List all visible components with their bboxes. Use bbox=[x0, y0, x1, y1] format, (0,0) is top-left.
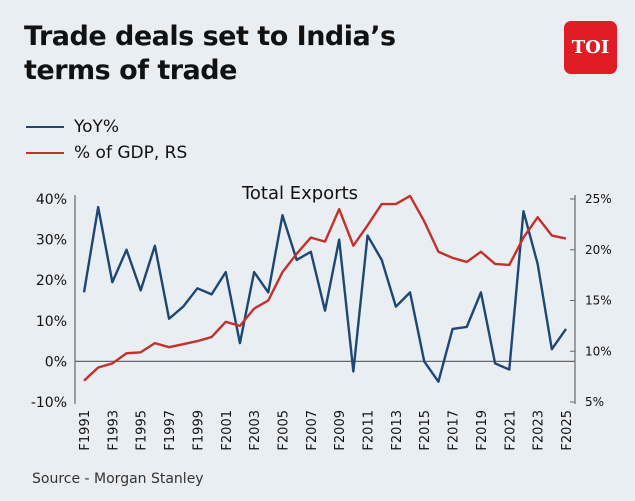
series-line-yoy bbox=[82, 205, 567, 383]
left-tick-label: 20% bbox=[36, 273, 67, 289]
x-tick-label: F2011 bbox=[362, 410, 377, 451]
chart-title: Total Exports bbox=[241, 183, 358, 204]
left-tick-label: 40% bbox=[36, 192, 67, 208]
x-tick-label: F1995 bbox=[135, 410, 150, 451]
x-tick-label: F2005 bbox=[276, 410, 291, 451]
toi-logo: TOI bbox=[564, 21, 617, 74]
x-tick-label: F1997 bbox=[163, 410, 178, 451]
page-title: Trade deals set to India’s terms of trad… bbox=[24, 21, 396, 86]
legend-item-yoy: YoY% bbox=[26, 117, 119, 137]
right-tick-label: 10% bbox=[585, 344, 612, 358]
x-tick-label: F2009 bbox=[333, 410, 348, 451]
left-tick-label: 10% bbox=[36, 314, 67, 330]
x-tick-label: F1993 bbox=[106, 410, 121, 451]
legend-item-gdp: % of GDP, RS bbox=[26, 143, 187, 163]
legend-swatch-yoy bbox=[26, 125, 64, 129]
x-tick-label: F2023 bbox=[532, 410, 547, 451]
x-tick-label: F2019 bbox=[475, 410, 490, 451]
source-note: Source - Morgan Stanley bbox=[32, 471, 204, 487]
x-tick-label: F2025 bbox=[560, 410, 575, 451]
x-tick-label: F2015 bbox=[418, 410, 433, 451]
right-tick-label: 5% bbox=[585, 395, 604, 409]
legend-swatch-gdp bbox=[26, 151, 64, 155]
left-tick-label: 0% bbox=[45, 354, 67, 370]
x-tick-label: F2001 bbox=[220, 410, 235, 451]
x-tick-label: F2021 bbox=[503, 410, 518, 451]
legend-label-yoy: YoY% bbox=[74, 117, 120, 137]
legend-label-gdp: % of GDP, RS bbox=[74, 143, 188, 163]
left-tick-label: 30% bbox=[36, 233, 67, 249]
x-tick-label: F2007 bbox=[305, 410, 320, 451]
x-tick-label: F2003 bbox=[248, 410, 263, 451]
x-tick-label: F2013 bbox=[390, 410, 405, 451]
right-tick-label: 25% bbox=[585, 192, 612, 206]
right-tick-label: 20% bbox=[585, 243, 612, 257]
x-tick-label: F2017 bbox=[447, 410, 462, 451]
left-tick-label: -10% bbox=[31, 395, 67, 411]
right-tick-label: 15% bbox=[585, 294, 612, 308]
x-tick-label: F1999 bbox=[191, 410, 206, 451]
x-tick-label: F1991 bbox=[78, 410, 93, 451]
